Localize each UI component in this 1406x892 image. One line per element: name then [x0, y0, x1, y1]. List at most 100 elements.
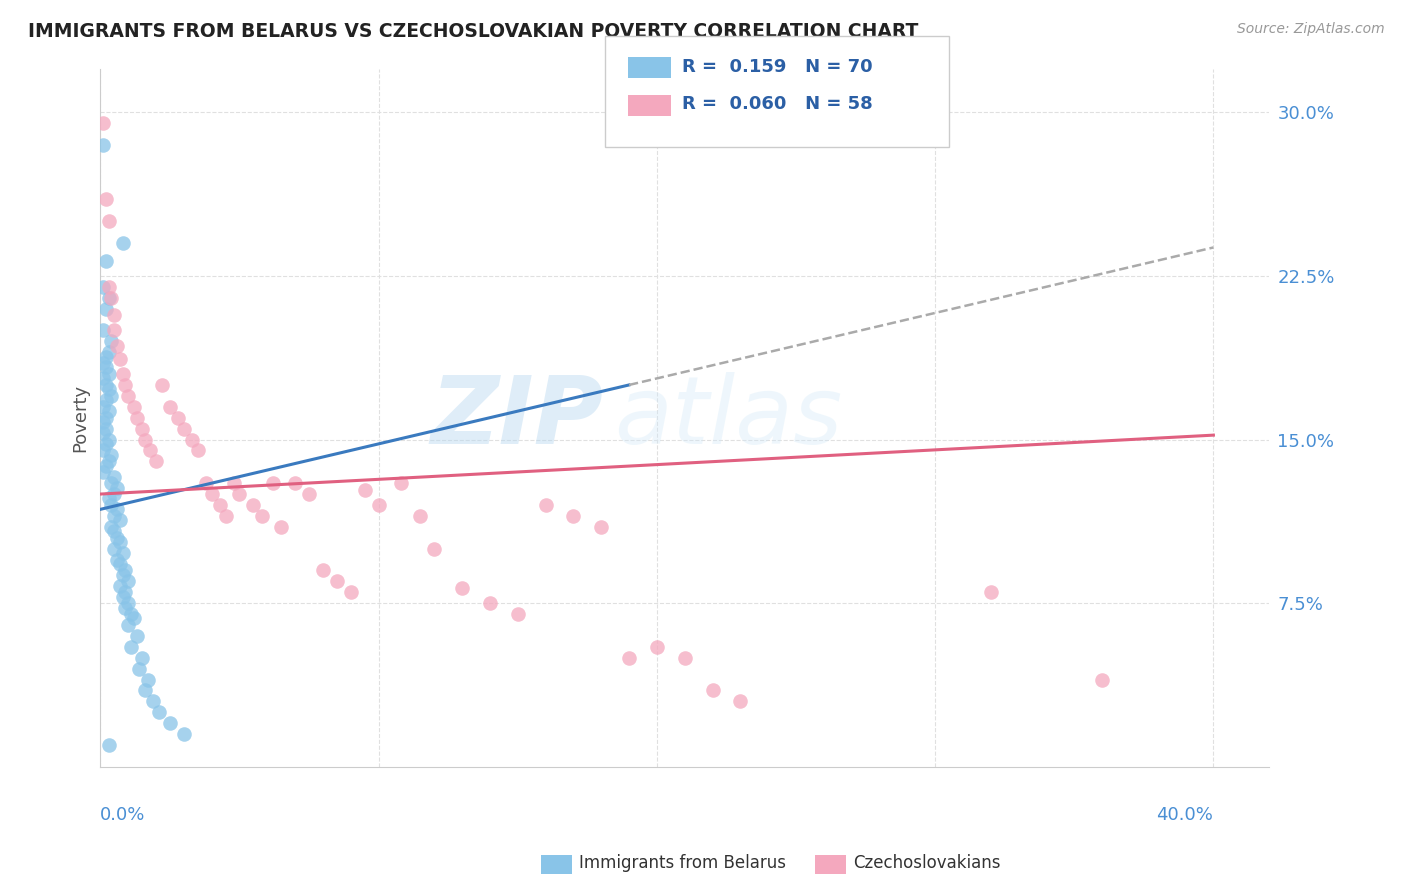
Point	[91, 425, 114, 440]
Point	[145, 454, 167, 468]
Point	[103, 541, 125, 556]
Point	[105, 481, 128, 495]
Point	[173, 421, 195, 435]
Text: ZIP: ZIP	[430, 372, 603, 464]
Point	[148, 706, 170, 720]
Point	[506, 607, 529, 621]
Point	[617, 650, 640, 665]
Point	[150, 378, 173, 392]
Point	[353, 483, 375, 497]
Point	[91, 443, 114, 458]
Point	[94, 193, 117, 207]
Point	[122, 400, 145, 414]
Point	[103, 487, 125, 501]
Point	[142, 694, 165, 708]
Point	[117, 389, 139, 403]
Point	[312, 564, 335, 578]
Point	[134, 433, 156, 447]
Point	[136, 673, 159, 687]
Point	[159, 716, 181, 731]
Point	[91, 371, 114, 385]
Point	[222, 476, 245, 491]
Point	[91, 415, 114, 429]
Point	[105, 531, 128, 545]
Point	[131, 650, 153, 665]
Point	[195, 476, 218, 491]
Point	[389, 476, 412, 491]
Point	[120, 607, 142, 621]
Point	[114, 600, 136, 615]
Point	[117, 596, 139, 610]
Point	[111, 567, 134, 582]
Point	[134, 683, 156, 698]
Point	[91, 400, 114, 414]
Point	[117, 618, 139, 632]
Point	[94, 393, 117, 408]
Point	[97, 738, 120, 752]
Point	[94, 301, 117, 316]
Point	[94, 360, 117, 375]
Point	[980, 585, 1002, 599]
Point	[100, 389, 122, 403]
Point	[91, 465, 114, 479]
Point	[100, 498, 122, 512]
Point	[131, 421, 153, 435]
Point	[105, 552, 128, 566]
Point	[97, 433, 120, 447]
Point	[111, 590, 134, 604]
Point	[97, 279, 120, 293]
Point	[94, 437, 117, 451]
Point	[108, 535, 131, 549]
Point	[97, 404, 120, 418]
Point	[100, 291, 122, 305]
Point	[645, 640, 668, 654]
Point	[534, 498, 557, 512]
Point	[111, 546, 134, 560]
Point	[105, 339, 128, 353]
Point	[114, 378, 136, 392]
Point	[103, 508, 125, 523]
Point	[250, 508, 273, 523]
Point	[105, 502, 128, 516]
Point	[108, 579, 131, 593]
Point	[562, 508, 585, 523]
Point	[478, 596, 501, 610]
Text: R =  0.060   N = 58: R = 0.060 N = 58	[682, 95, 873, 113]
Point	[187, 443, 209, 458]
Point	[262, 476, 284, 491]
Point	[91, 279, 114, 293]
Point	[103, 524, 125, 538]
Point	[423, 541, 446, 556]
Point	[97, 367, 120, 381]
Point	[103, 308, 125, 322]
Point	[120, 640, 142, 654]
Point	[673, 650, 696, 665]
Point	[100, 520, 122, 534]
Point	[117, 574, 139, 589]
Point	[159, 400, 181, 414]
Point	[94, 350, 117, 364]
Point	[108, 557, 131, 571]
Point	[91, 116, 114, 130]
Y-axis label: Poverty: Poverty	[72, 384, 89, 451]
Point	[125, 629, 148, 643]
Point	[122, 611, 145, 625]
Point	[97, 345, 120, 359]
Point	[173, 727, 195, 741]
Point	[730, 694, 752, 708]
Point	[242, 498, 264, 512]
Point	[114, 564, 136, 578]
Point	[139, 443, 162, 458]
Point	[97, 454, 120, 468]
Point	[1091, 673, 1114, 687]
Point	[91, 323, 114, 337]
Point	[94, 378, 117, 392]
Point	[94, 410, 117, 425]
Point	[167, 410, 190, 425]
Point	[108, 351, 131, 366]
Point	[284, 476, 307, 491]
Point	[208, 498, 231, 512]
Point	[214, 508, 236, 523]
Point	[97, 214, 120, 228]
Point	[128, 662, 150, 676]
